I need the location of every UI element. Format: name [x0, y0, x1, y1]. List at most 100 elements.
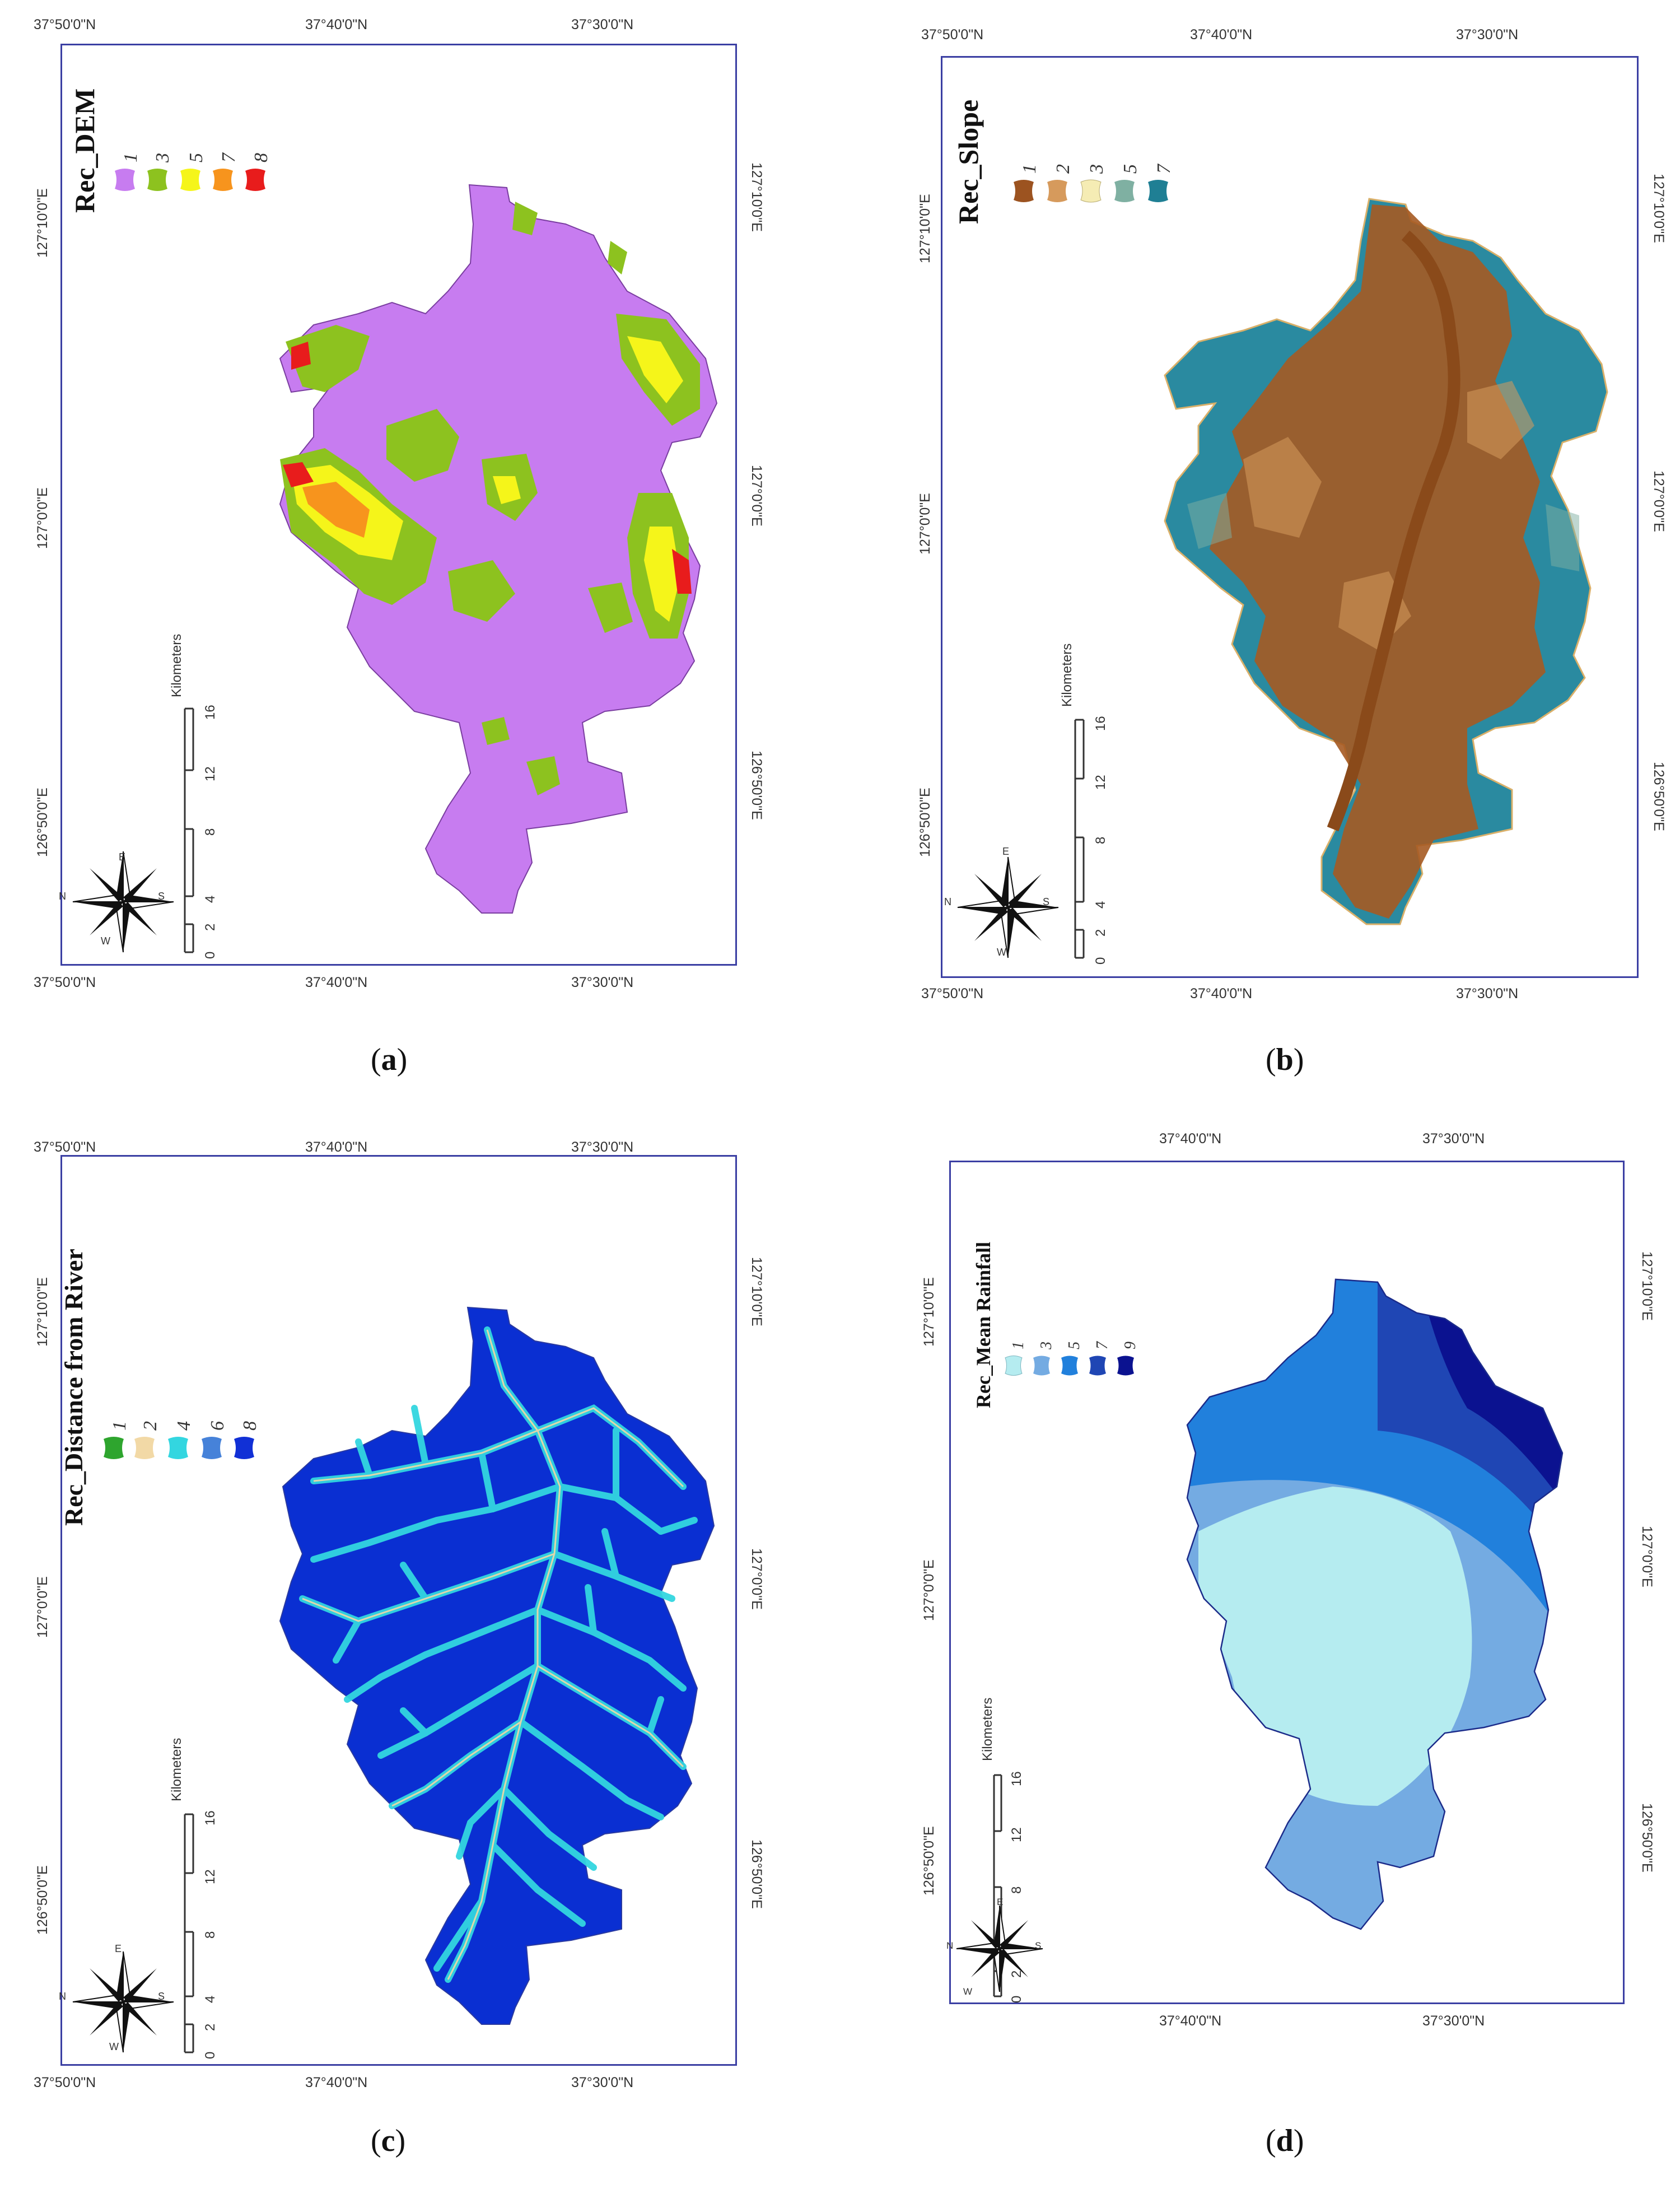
north-arrow-icon: [72, 1951, 174, 2053]
scale-tick-label: 16: [1009, 1771, 1024, 1786]
bottom-lat-label: 37°40'0"N: [1190, 986, 1253, 1002]
top-lat-label: 37°50'0"N: [921, 27, 984, 43]
legend-swatches: [1005, 1278, 1564, 1930]
scale-tick-label: 8: [203, 1931, 218, 1939]
scale-unit-label: Kilometers: [980, 1697, 995, 1761]
north-arrow-icon: [956, 1905, 1043, 1992]
scale-tick-label: 16: [203, 1810, 218, 1825]
north-arrow-label: E: [1002, 846, 1010, 857]
legend-swatch: [104, 1437, 124, 1459]
scale-tick-label: 0: [1093, 957, 1108, 965]
scale-tick-label: 0: [1009, 1995, 1024, 2003]
legend-swatches: [104, 1306, 715, 2025]
map-territory-dem: [279, 184, 718, 914]
top-lat-label: 37°30'0"N: [571, 1139, 634, 1155]
scale-tick-label: 16: [203, 705, 218, 720]
legend-swatch: [202, 1437, 222, 1459]
legend-swatch: [1047, 180, 1067, 202]
panel-c: 37°50'0"N 37°40'0"N 37°30'0"N 37°50'0"N …: [0, 1094, 840, 2189]
top-lat-label: 37°40'0"N: [305, 17, 368, 32]
legend-swatch: [134, 1437, 155, 1459]
scale-tick-label: 8: [203, 828, 218, 836]
legend-swatch: [168, 1437, 188, 1459]
scale-tick-label: 4: [203, 895, 218, 903]
scale-bar: [1074, 719, 1085, 959]
panel-caption: (d): [1266, 2123, 1304, 2158]
legend-swatches: [1014, 179, 1608, 925]
panel-caption: (b): [1266, 1042, 1304, 1077]
legend-swatch: [245, 169, 265, 191]
scale-tick-label: 2: [203, 923, 218, 931]
top-lat-label: 37°50'0"N: [34, 17, 96, 32]
scale-tick-label: 2: [1093, 929, 1108, 937]
scale-bar: [993, 1774, 1002, 1997]
bottom-lat-label: 37°30'0"N: [1456, 986, 1519, 1002]
top-lat-label: 37°30'0"N: [1456, 27, 1519, 43]
north-arrow-label: S: [158, 1991, 165, 2002]
scale-tick-label: 16: [1093, 716, 1108, 731]
top-lat-label: 37°30'0"N: [1422, 1131, 1485, 1147]
legend-swatch: [1014, 180, 1034, 202]
scale-tick-label: 2: [203, 2023, 218, 2031]
north-arrow-label: E: [115, 1943, 122, 1954]
north-arrow-label: E: [997, 1897, 1004, 1907]
north-arrow-label: N: [59, 1991, 66, 2002]
north-arrow-label: W: [963, 1986, 973, 1997]
bottom-lat-label: 37°40'0"N: [305, 975, 368, 990]
legend-swatch: [1061, 1356, 1078, 1376]
bottom-lat-label: 37°40'0"N: [1159, 2013, 1222, 2029]
legend-swatch: [1148, 180, 1168, 202]
map-territory-river-distance: [279, 1306, 715, 2025]
legend-swatch: [1089, 1356, 1106, 1376]
bottom-lat-label: 37°30'0"N: [571, 975, 634, 990]
bottom-lat-label: 37°40'0"N: [305, 2075, 368, 2090]
scale-tick-label: 12: [203, 766, 218, 781]
scale-tick-label: 0: [203, 951, 218, 959]
north-arrow-label: N: [946, 1940, 954, 1951]
north-arrow-label: S: [1043, 896, 1050, 907]
scale-tick-label: 4: [203, 1995, 218, 2003]
legend-swatch: [147, 169, 167, 191]
north-arrow-label: N: [944, 896, 951, 907]
legend-swatch: [1080, 179, 1102, 203]
scale-bar: [184, 1813, 194, 2053]
top-lat-label: 37°30'0"N: [571, 17, 634, 32]
scale-unit-label: Kilometers: [1060, 643, 1075, 707]
top-lat-label: 37°40'0"N: [1190, 27, 1253, 43]
scale-tick-label: 0: [203, 2051, 218, 2059]
map-territory-slope: [1164, 198, 1608, 925]
scale-tick-label: 12: [1093, 775, 1108, 790]
north-arrow-label: N: [59, 891, 66, 902]
north-arrow-label: W: [997, 947, 1006, 958]
scale-tick-label: 8: [1093, 836, 1108, 844]
bottom-lat-label: 37°50'0"N: [34, 2075, 96, 2090]
panel-a: 37°50'0"N 37°40'0"N 37°30'0"N 37°50'0"N …: [0, 0, 840, 1092]
scale-bar: [184, 707, 194, 953]
north-arrow-icon: [957, 856, 1059, 958]
scale-tick-label: 8: [1009, 1886, 1024, 1894]
north-arrow-label: S: [1035, 1940, 1042, 1951]
scale-tick-label: 12: [203, 1869, 218, 1884]
scale-tick-label: 4: [1093, 901, 1108, 909]
north-arrow-label: W: [101, 935, 110, 947]
scale-unit-label: Kilometers: [169, 1738, 184, 1801]
north-arrow-icon: [72, 851, 174, 953]
legend-swatch: [1117, 1356, 1134, 1376]
legend-swatch: [180, 169, 200, 191]
scale-unit-label: Kilometers: [169, 634, 184, 697]
panel-caption: (a): [371, 1042, 408, 1077]
bottom-lat-label: 37°30'0"N: [571, 2075, 634, 2090]
bottom-lat-label: 37°50'0"N: [34, 975, 96, 990]
panel-b: 37°50'0"N 37°40'0"N 37°30'0"N 37°50'0"N …: [840, 0, 1680, 1092]
top-lat-label: 37°40'0"N: [1159, 1131, 1222, 1147]
legend-swatch: [213, 169, 233, 191]
scale-tick-label: 12: [1009, 1827, 1024, 1842]
panel-caption: (c): [371, 2123, 406, 2158]
bottom-lat-label: 37°50'0"N: [921, 986, 984, 1002]
north-arrow-label: W: [109, 2041, 119, 2052]
top-lat-label: 37°50'0"N: [34, 1139, 96, 1155]
north-arrow-label: S: [158, 891, 165, 902]
bottom-lat-label: 37°30'0"N: [1422, 2013, 1485, 2029]
north-arrow-label: E: [119, 851, 126, 863]
legend-swatch: [1033, 1356, 1050, 1376]
